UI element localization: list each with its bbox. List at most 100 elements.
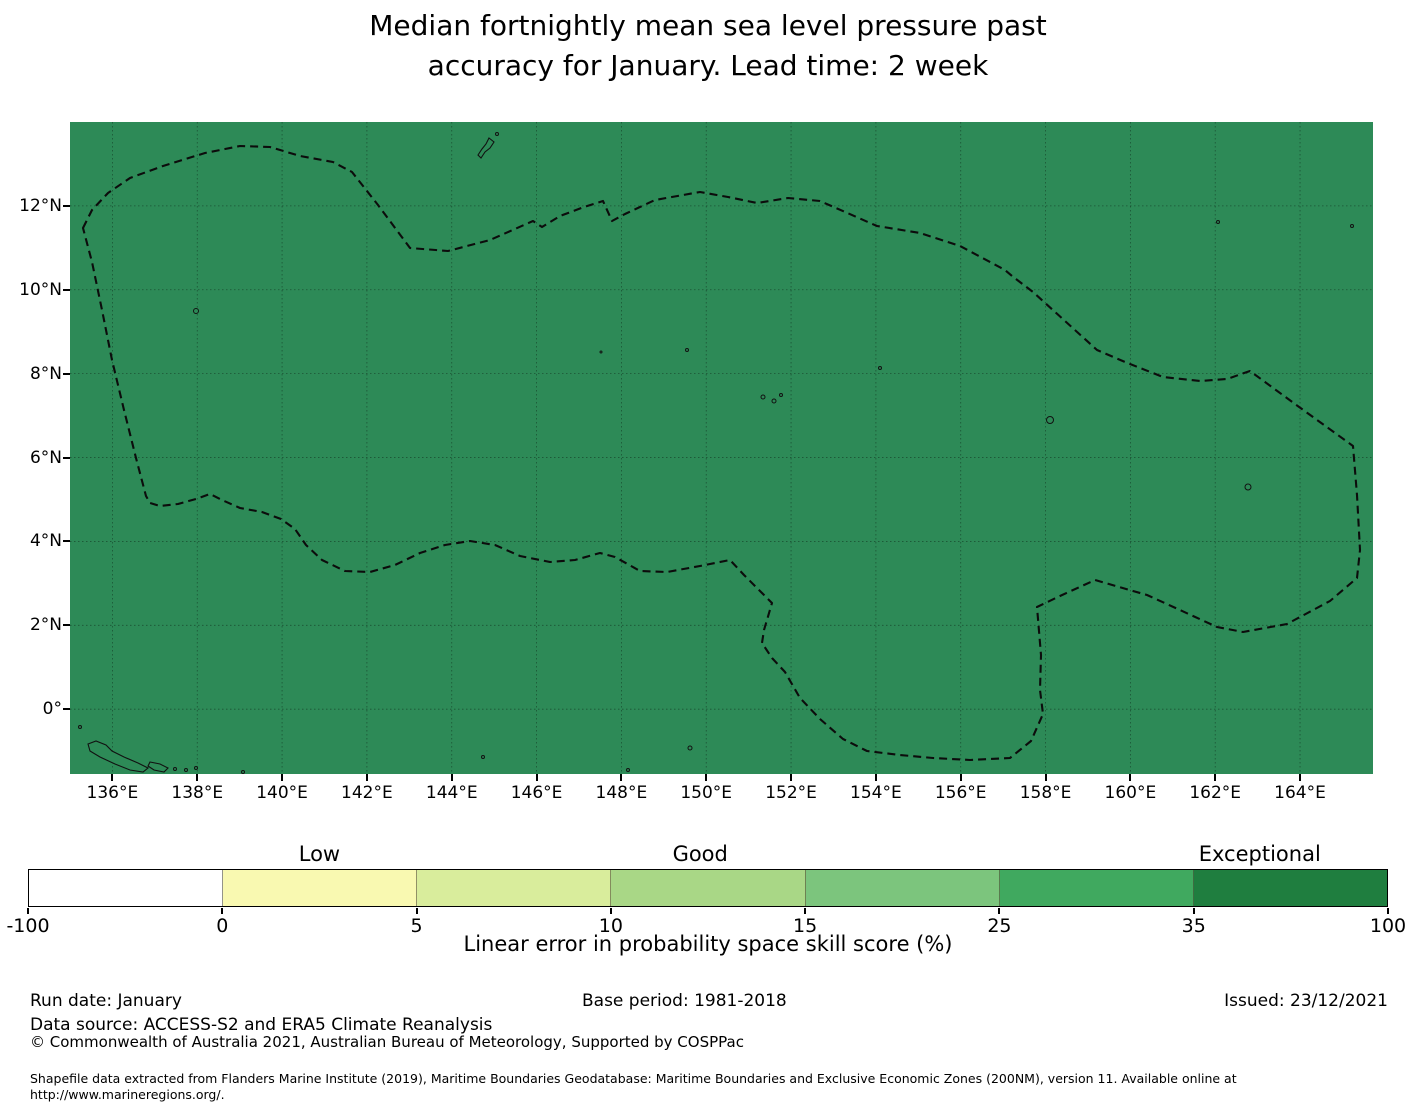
lon-tick-label: 160°E <box>1104 783 1157 803</box>
island-dot <box>1046 416 1054 424</box>
colorbar-tick-label: 100 <box>1369 915 1407 937</box>
colorbar-tick-label: 35 <box>1181 915 1206 937</box>
axis-tick <box>63 708 70 711</box>
lon-tick-label: 154°E <box>850 783 902 803</box>
colorbar-category-label-low: Low <box>298 842 341 866</box>
lon-tick-label: 140°E <box>256 783 308 803</box>
island-dot <box>685 348 689 352</box>
island-dot <box>626 768 630 772</box>
axis-tick <box>1214 774 1217 781</box>
island-dot <box>878 366 882 370</box>
colorbar-tick <box>1192 908 1195 914</box>
island-outline <box>147 761 169 773</box>
colorbar-segment <box>999 870 1194 906</box>
island-dot <box>771 398 777 404</box>
axis-tick <box>281 774 284 781</box>
lon-tick-label: 150°E <box>680 783 733 803</box>
colorbar-tick <box>804 908 807 914</box>
island-dot <box>495 132 499 136</box>
lat-tick-label: 8°N <box>29 363 62 384</box>
island-dot <box>760 394 766 400</box>
colorbar-tick <box>415 908 418 914</box>
data-source-text: Data source: ACCESS-S2 and ERA5 Climate … <box>30 1015 493 1035</box>
island-dot <box>779 393 783 397</box>
island-dot <box>599 350 603 354</box>
colorbar-tick-label: 5 <box>410 915 423 937</box>
eez-boundary-dashed <box>81 144 1362 762</box>
axis-tick <box>196 774 199 781</box>
sea-fill <box>70 122 1373 774</box>
colorbar-segment <box>29 870 224 906</box>
run-date-text: Run date: January <box>30 991 182 1011</box>
lon-tick-label: 148°E <box>595 783 648 803</box>
copyright-text: © Commonwealth of Australia 2021, Austra… <box>30 1033 744 1051</box>
colorbar-segment <box>1193 870 1387 906</box>
axis-tick <box>705 774 708 781</box>
colorbar-category-label-exceptional: Exceptional <box>1198 842 1321 866</box>
axis-tick <box>63 456 70 459</box>
colorbar <box>28 869 1388 907</box>
colorbar-tick <box>998 908 1001 914</box>
axis-tick <box>1044 774 1047 781</box>
lat-tick-label: 12°N <box>19 195 62 216</box>
figure-title: Median fortnightly mean sea level pressu… <box>0 6 1416 86</box>
colorbar-tick-label: 0 <box>216 915 229 937</box>
island-outline <box>477 137 495 159</box>
colorbar-tick <box>221 908 224 914</box>
title-line-2: accuracy for January. Lead time: 2 week <box>427 49 989 82</box>
island-dot <box>241 770 245 774</box>
colorbar-category-label-good: Good <box>672 842 728 866</box>
base-period-text: Base period: 1981-2018 <box>582 991 787 1011</box>
island-dot <box>1244 483 1252 491</box>
island-dot <box>193 308 199 314</box>
colorbar-caption: Linear error in probability space skill … <box>463 932 953 956</box>
lon-tick-label: 146°E <box>510 783 563 803</box>
island-outline <box>87 740 150 773</box>
lon-tick-label: 142°E <box>341 783 393 803</box>
map-canvas <box>70 122 1373 774</box>
lon-tick-label: 136°E <box>86 783 139 803</box>
colorbar-tick <box>1387 908 1389 914</box>
lon-tick-label: 144°E <box>425 783 478 803</box>
lat-tick-label: 4°N <box>29 531 62 552</box>
axis-tick <box>365 774 368 781</box>
issued-date-text: Issued: 23/12/2021 <box>1224 991 1388 1011</box>
axis-tick <box>874 774 877 781</box>
colorbar-segment <box>223 870 418 906</box>
island-dot <box>1350 224 1354 228</box>
axis-tick <box>63 372 70 375</box>
lon-tick-label: 164°E <box>1274 783 1326 803</box>
title-line-1: Median fortnightly mean sea level pressu… <box>369 9 1047 42</box>
lon-tick-label: 158°E <box>1019 783 1072 803</box>
axis-tick <box>450 774 453 781</box>
axis-tick <box>535 774 538 781</box>
lat-tick-label: 6°N <box>29 447 62 468</box>
axis-tick <box>1129 774 1132 781</box>
axis-tick <box>620 774 623 781</box>
axis-tick <box>959 774 962 781</box>
lat-tick-label: 2°N <box>29 615 62 636</box>
axis-tick <box>1299 774 1302 781</box>
axis-tick <box>63 288 70 291</box>
island-dot <box>173 767 177 771</box>
axis-tick <box>63 204 70 207</box>
colorbar-tick-label: -100 <box>6 915 50 937</box>
colorbar-tick-label: 10 <box>598 915 623 937</box>
island-dot <box>481 755 485 759</box>
map-graphics <box>70 122 1373 774</box>
lat-tick-label: 10°N <box>19 279 62 300</box>
axis-tick <box>790 774 793 781</box>
lat-tick-label: 0° <box>42 699 62 720</box>
lon-tick-label: 162°E <box>1189 783 1242 803</box>
island-dot <box>184 768 188 772</box>
colorbar-segment <box>611 870 806 906</box>
colorbar-segment <box>417 870 612 906</box>
lon-tick-label: 152°E <box>765 783 817 803</box>
lon-tick-label: 156°E <box>934 783 987 803</box>
island-dot <box>78 725 82 729</box>
island-dot <box>194 766 198 770</box>
island-dot <box>1216 220 1220 224</box>
lon-tick-label: 138°E <box>171 783 224 803</box>
island-dot <box>687 745 693 751</box>
colorbar-tick <box>27 908 29 914</box>
